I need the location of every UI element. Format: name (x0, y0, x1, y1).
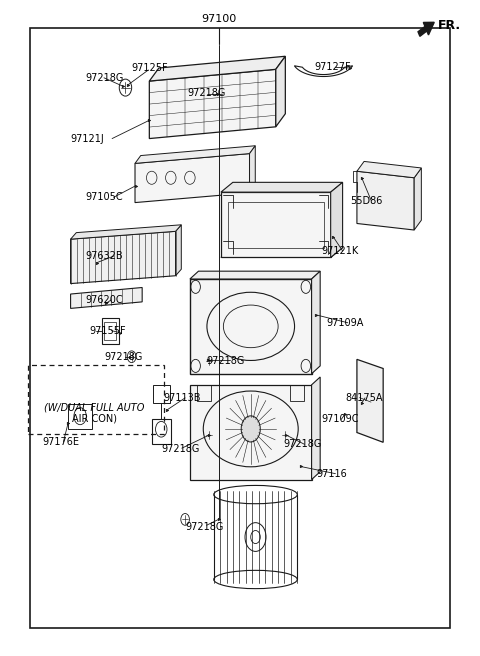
Bar (30, 28, 450, 628)
Text: (W/DUAL FULL AUTO: (W/DUAL FULL AUTO (44, 403, 144, 413)
Text: FR.: FR. (438, 19, 461, 32)
Polygon shape (176, 225, 181, 276)
Bar (68, 404, 92, 428)
Text: 97218G: 97218G (185, 522, 224, 532)
Text: 97155F: 97155F (90, 325, 126, 336)
Text: 97121K: 97121K (321, 246, 359, 256)
Polygon shape (221, 182, 343, 192)
Bar (153, 385, 170, 403)
Polygon shape (190, 271, 320, 279)
FancyArrow shape (418, 22, 434, 36)
Text: 97218G: 97218G (206, 356, 245, 365)
Bar (105, 322, 116, 340)
Polygon shape (221, 192, 331, 257)
Text: 97109A: 97109A (326, 318, 363, 328)
Circle shape (241, 416, 260, 442)
Text: 97109C: 97109C (321, 415, 359, 424)
Text: AIR CON): AIR CON) (72, 413, 117, 423)
Polygon shape (135, 146, 255, 163)
Text: 97116: 97116 (316, 468, 347, 479)
Polygon shape (312, 377, 320, 480)
Polygon shape (149, 56, 285, 81)
Text: 84175A: 84175A (345, 393, 383, 403)
Polygon shape (414, 168, 421, 230)
Text: 97218G: 97218G (188, 88, 226, 98)
Polygon shape (221, 248, 343, 257)
Text: 97218G: 97218G (104, 352, 143, 361)
Polygon shape (71, 287, 142, 308)
Polygon shape (276, 56, 285, 127)
Bar (102, 318, 119, 344)
Text: 97121J: 97121J (71, 134, 104, 144)
Text: 97218G: 97218G (161, 445, 200, 455)
Polygon shape (312, 271, 320, 374)
Polygon shape (331, 182, 343, 257)
Polygon shape (135, 154, 250, 203)
Text: 97127F: 97127F (314, 62, 350, 72)
Text: 97632B: 97632B (85, 251, 122, 261)
Bar (28, 365, 164, 434)
Bar (152, 419, 171, 443)
Text: 97620C: 97620C (85, 295, 122, 305)
Text: 97125F: 97125F (131, 63, 168, 73)
Text: 97176E: 97176E (42, 437, 79, 447)
Bar (197, 385, 211, 401)
Polygon shape (357, 359, 383, 442)
Text: 97218G: 97218G (85, 73, 123, 83)
Polygon shape (190, 279, 312, 374)
Bar (290, 385, 304, 401)
Polygon shape (250, 146, 255, 193)
Text: 97105C: 97105C (85, 192, 122, 202)
Bar (228, 202, 324, 248)
Text: 97218G: 97218G (283, 440, 321, 449)
Polygon shape (71, 232, 176, 283)
Polygon shape (357, 161, 421, 178)
Polygon shape (190, 385, 312, 480)
Text: 97113B: 97113B (164, 393, 201, 403)
Polygon shape (357, 171, 414, 230)
Polygon shape (149, 70, 276, 138)
Text: 97100: 97100 (201, 14, 236, 24)
Polygon shape (71, 225, 181, 239)
Text: 55D86: 55D86 (350, 195, 382, 205)
